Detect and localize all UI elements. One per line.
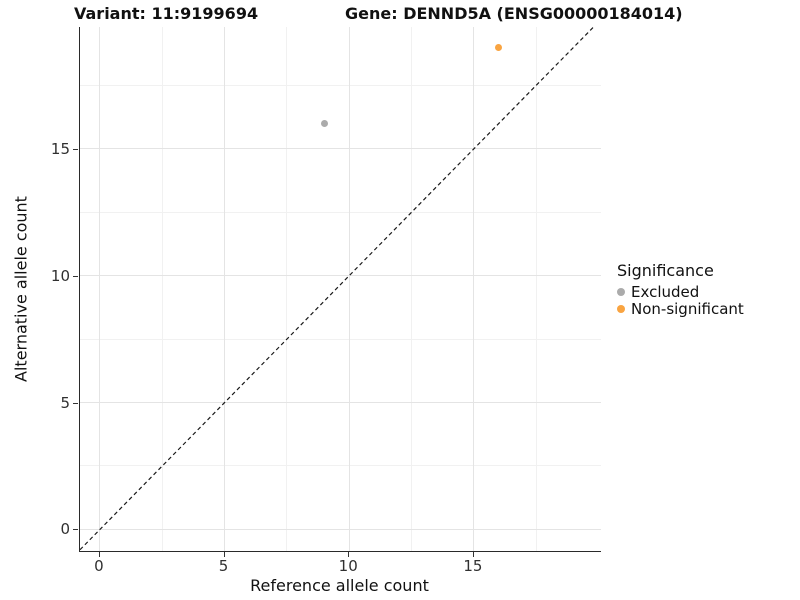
y-tick-label: 5 <box>60 393 70 412</box>
gridline-y-major <box>80 528 601 530</box>
x-axis-title: Reference allele count <box>250 576 429 595</box>
gridline-y-minor <box>80 84 601 86</box>
gridline-x-minor <box>286 27 288 551</box>
y-tick-label: 15 <box>50 139 70 158</box>
gridline-y-minor <box>80 338 601 340</box>
gridline-x-minor <box>161 27 163 551</box>
x-tick-label: 15 <box>463 557 483 575</box>
legend-item-label: Non-significant <box>631 300 744 318</box>
legend-item-label: Excluded <box>631 283 700 301</box>
gridline-x-minor <box>411 27 413 551</box>
y-tick-mark <box>73 529 78 531</box>
y-tick-label: 0 <box>60 520 70 539</box>
plot-title-gene: Gene: DENND5A (ENSG00000184014) <box>345 4 683 23</box>
legend: Significance Excluded Non-significant <box>617 261 744 318</box>
y-tick-mark <box>73 275 78 277</box>
gridline-y-major <box>80 275 601 277</box>
x-tick-label: 10 <box>338 557 358 575</box>
plot-panel <box>79 27 601 552</box>
x-tick-mark <box>98 552 100 557</box>
data-point-non-significant <box>495 43 503 51</box>
legend-dot-icon <box>617 288 625 296</box>
legend-item-non-significant: Non-significant <box>617 301 744 317</box>
gridline-x-major <box>224 27 226 551</box>
x-tick-mark <box>348 552 350 557</box>
identity-dashed-line <box>80 27 594 551</box>
x-tick-mark <box>472 552 474 557</box>
legend-item-excluded: Excluded <box>617 284 744 300</box>
gridline-y-minor <box>80 211 601 213</box>
x-tick-label: 5 <box>218 557 229 575</box>
y-axis-title: Alternative allele count <box>11 196 31 382</box>
gridline-x-minor <box>535 27 537 551</box>
y-tick-mark <box>73 402 78 404</box>
gridline-y-minor <box>80 465 601 467</box>
gridline-y-major <box>80 402 601 404</box>
x-tick-mark <box>223 552 225 557</box>
data-point-excluded <box>320 119 328 127</box>
legend-title: Significance <box>617 261 714 280</box>
gridline-x-major <box>473 27 475 551</box>
y-tick-label: 10 <box>50 266 70 285</box>
gridline-x-major <box>99 27 101 551</box>
gridline-y-major <box>80 148 601 150</box>
gridline-x-major <box>348 27 350 551</box>
legend-items: Excluded Non-significant <box>617 284 744 317</box>
plot-title-variant: Variant: 11:9199694 <box>74 4 259 23</box>
x-tick-label: 0 <box>94 557 104 575</box>
legend-dot-icon <box>617 305 625 313</box>
y-tick-mark <box>73 148 78 150</box>
